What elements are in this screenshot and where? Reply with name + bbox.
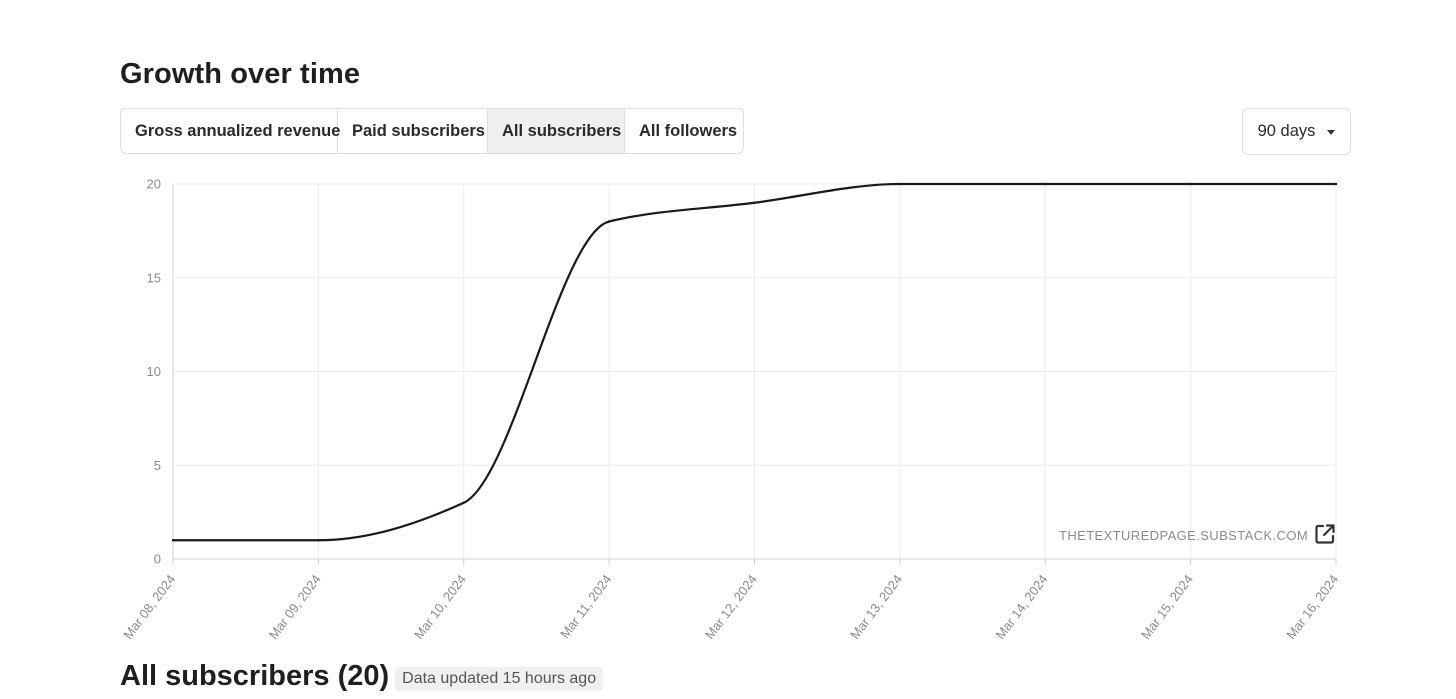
data-point: [753, 201, 756, 204]
x-tick-label: Mar 11, 2024: [557, 572, 615, 641]
data-point: [462, 501, 465, 504]
caret-down-icon: [1327, 129, 1336, 135]
x-tick-label: Mar 13, 2024: [847, 572, 905, 642]
x-tick-label: Mar 15, 2024: [1138, 572, 1196, 642]
data-point: [1334, 182, 1338, 186]
time-range-value: 90 days: [1257, 122, 1316, 140]
data-point: [317, 539, 320, 542]
time-range-select[interactable]: 90 days: [1242, 108, 1351, 155]
x-tick-label: Mar 16, 2024: [1283, 572, 1341, 642]
data-point: [1044, 182, 1047, 186]
footer-title-row: All subscribers (20) Data updated 15 hou…: [120, 660, 604, 693]
publication-watermark: THETEXTUREDPAGE.SUBSTACK.COM: [1059, 528, 1309, 543]
data-updated-badge: Data updated 15 hours ago: [395, 666, 604, 691]
data-point: [1189, 182, 1192, 186]
footer-title: All subscribers (20): [120, 660, 390, 692]
y-tick-label: 5: [154, 458, 161, 473]
tab-gross-annualized-revenue[interactable]: Gross annualized revenue: [121, 109, 340, 153]
metric-tabs: Gross annualized revenue Paid subscriber…: [120, 108, 744, 154]
y-tick-label: 10: [147, 364, 161, 379]
tab-all-followers[interactable]: All followers: [639, 121, 738, 140]
x-tick-label: Mar 12, 2024: [702, 572, 760, 642]
section-title: Growth over time: [120, 58, 361, 90]
x-tick-label: Mar 10, 2024: [411, 572, 469, 642]
series-line-all-subscribers: [173, 182, 1336, 542]
data-point: [171, 539, 175, 542]
x-tick-label: Mar 09, 2024: [266, 572, 324, 642]
y-tick-label: 15: [147, 270, 161, 285]
y-tick-label: 20: [147, 177, 161, 192]
data-point: [898, 182, 902, 186]
data-point: [607, 220, 611, 223]
y-tick-label: 0: [154, 552, 161, 567]
tab-all-subscribers[interactable]: All subscribers: [488, 109, 625, 153]
tab-paid-subscribers[interactable]: Paid subscribers: [338, 109, 488, 153]
subscribers-line-chart: 0 5 10 15 20 Mar 08, 2024 Mar 09, 2024 Mar 10, …: [120, 177, 1341, 642]
x-tick-label: Mar 14, 2024: [993, 572, 1051, 642]
x-tick-label: Mar 08, 2024: [120, 572, 178, 642]
external-link-icon[interactable]: [1313, 522, 1337, 546]
